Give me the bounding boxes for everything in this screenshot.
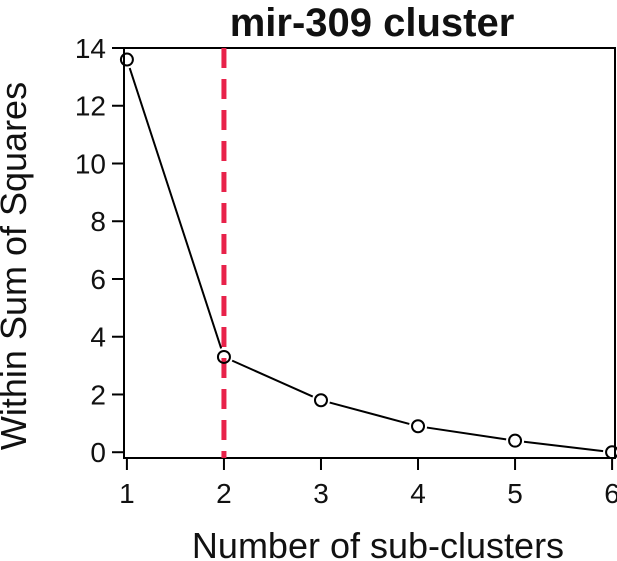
x-tick-label: 5 <box>507 478 523 509</box>
plot-area <box>119 47 617 460</box>
x-tick-label: 3 <box>313 478 329 509</box>
data-point <box>313 393 328 408</box>
y-tick-label: 10 <box>75 148 106 179</box>
chart-title: mir-309 cluster <box>230 1 515 45</box>
x-tick-label: 1 <box>119 478 135 509</box>
x-tick-label: 6 <box>604 478 617 509</box>
y-tick-label: 8 <box>90 206 106 237</box>
y-axis: 0 2 4 6 8 10 12 14 <box>75 33 124 468</box>
y-tick-label: 6 <box>90 264 106 295</box>
y-axis-label: Within Sum of Squares <box>0 82 34 450</box>
plot-frame <box>123 47 616 459</box>
line-segment <box>329 401 410 425</box>
line-segment <box>128 67 223 349</box>
x-axis-label: Number of sub-clusters <box>192 525 564 561</box>
x-axis: 1 2 3 4 5 6 <box>119 458 617 509</box>
x-tick-label: 4 <box>410 478 426 509</box>
data-point <box>119 52 134 67</box>
data-point <box>508 433 523 448</box>
y-tick-label: 12 <box>75 91 106 122</box>
y-tick-label: 4 <box>90 322 106 353</box>
line-segment <box>231 359 314 398</box>
y-tick-label: 0 <box>90 437 106 468</box>
y-tick-label: 2 <box>90 379 106 410</box>
line-segment <box>523 440 604 453</box>
data-point <box>216 349 231 364</box>
y-tick-label: 14 <box>75 33 106 64</box>
line-segment <box>426 426 507 441</box>
x-tick-label: 2 <box>216 478 232 509</box>
data-point <box>411 419 426 434</box>
